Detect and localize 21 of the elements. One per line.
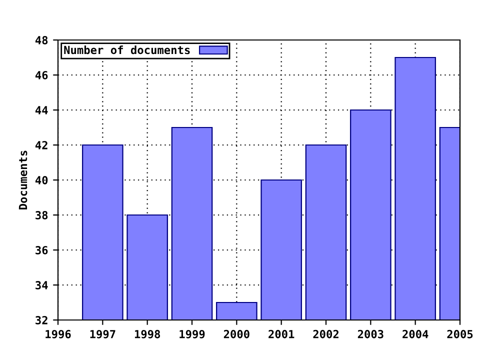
x-tick-label: 1997 [90,330,116,338]
y-tick-label: 32 [36,316,48,324]
legend-label: Number of documents [64,46,190,54]
x-tick-label: 2000 [224,330,250,338]
y-tick-label: 46 [35,70,48,80]
y-tick-label: 48 [35,36,48,44]
y-tick-label: 42 [35,140,48,150]
x-tick-label: 2001 [268,330,294,338]
x-tick-label: 2005 [447,330,473,338]
y-tick-label: 36 [36,246,48,254]
y-tick-label: 34 [36,280,48,290]
x-tick-label: 2004 [402,330,428,338]
y-tick-label: 40 [35,176,48,184]
x-tick-label: 1998 [134,330,160,338]
y-axis-title: Documents [18,150,28,210]
x-tick-label: 2002 [313,330,338,338]
x-tick-label: 1999 [180,330,205,338]
x-tick-label: 1996 [46,330,71,338]
x-tick-label: 2003 [358,330,384,338]
y-tick-label: 44 [35,106,48,114]
y-tick-label: 38 [36,210,48,220]
